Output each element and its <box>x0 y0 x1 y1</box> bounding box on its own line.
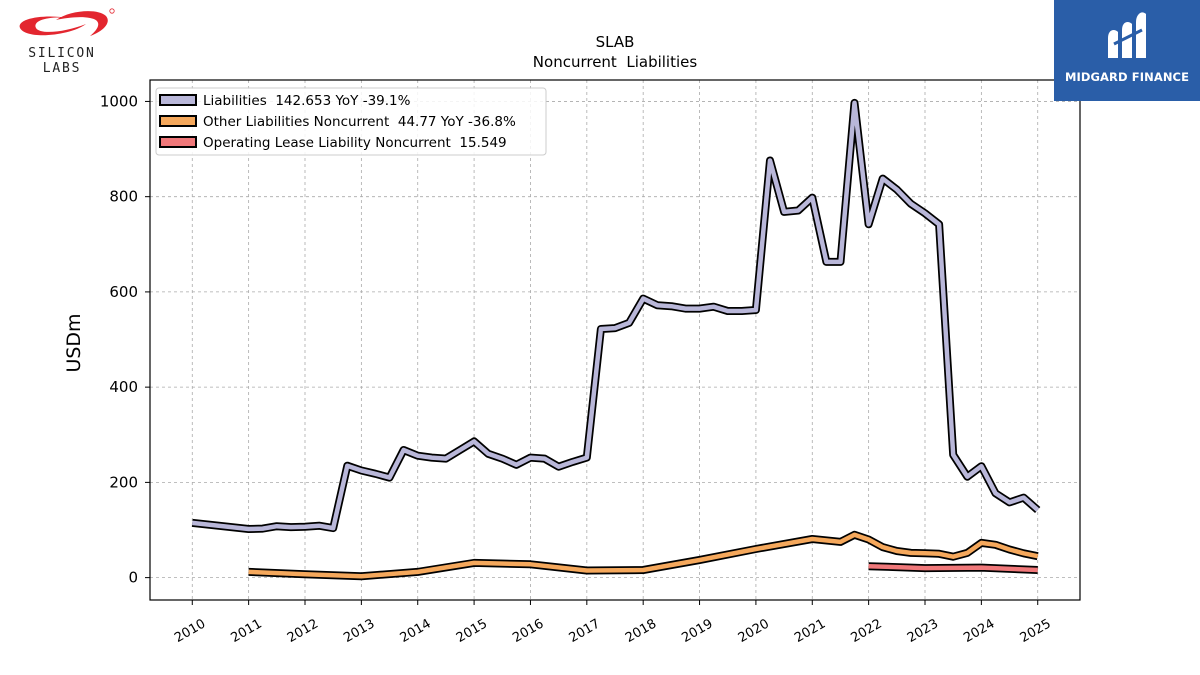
x-tick-label: 2017 <box>567 616 603 646</box>
x-tick-label: 2019 <box>679 616 715 646</box>
grid-lines <box>150 80 1080 600</box>
x-tick-label: 2023 <box>905 616 941 646</box>
silicon-labs-mark-icon <box>19 8 115 37</box>
legend-swatch <box>159 136 197 148</box>
x-tick-label: 2025 <box>1018 616 1054 646</box>
y-tick-label: 0 <box>128 569 138 587</box>
y-tick-label: 400 <box>109 378 138 396</box>
legend: Liabilities 142.653 YoY -39.1% Other Liab… <box>155 87 547 156</box>
legend-box <box>155 87 547 156</box>
x-tick-label: 2020 <box>736 616 772 646</box>
x-tick-label: 2012 <box>285 616 321 646</box>
series-line <box>248 532 1039 579</box>
x-tick-label: 2011 <box>228 616 264 646</box>
midgard-finance-wordmark: MIDGARD FINANCE <box>1064 70 1190 84</box>
x-tick-label: 2021 <box>792 616 828 646</box>
midgard-mark-icon <box>1108 12 1146 59</box>
plot-frame <box>149 79 1081 601</box>
legend-swatch <box>159 115 197 127</box>
x-tick-label: 2022 <box>848 616 884 646</box>
plot-area <box>191 98 1041 581</box>
series-line <box>192 100 1040 532</box>
legend-label: Other Liabilities Noncurrent 44.77 YoY -… <box>203 114 516 130</box>
x-tick-label: 2013 <box>341 616 377 646</box>
x-tick-label: 2016 <box>510 616 546 646</box>
y-tick-label: 200 <box>109 473 138 491</box>
series-line-outline <box>191 98 1041 533</box>
series-line <box>868 563 1038 573</box>
chart-subtitle: Noncurrent Liabilities <box>533 53 698 71</box>
x-tick-label: 2018 <box>623 616 659 646</box>
midgard-finance-logo: MIDGARD FINANCE <box>1054 0 1200 101</box>
silicon-labs-logo: SILICON LABS <box>6 6 118 76</box>
x-tick-label: 2024 <box>961 616 997 646</box>
legend-swatch <box>159 94 197 106</box>
x-tick-label: 2015 <box>454 616 490 646</box>
chart-title: SLAB <box>596 33 635 51</box>
y-tick-label: 600 <box>109 283 138 301</box>
legend-label: Operating Lease Liability Noncurrent 15.… <box>203 135 507 151</box>
y-axis-label: USDm <box>63 313 85 372</box>
y-tick-label: 1000 <box>100 92 138 110</box>
legend-label: Liabilities 142.653 YoY -39.1% <box>203 93 411 109</box>
x-tick-label: 2014 <box>398 616 434 646</box>
y-axis: 0 200 400 600 800 1000 <box>100 92 150 587</box>
y-tick-label: 800 <box>109 188 138 206</box>
silicon-labs-wordmark: SILICON LABS <box>28 46 96 76</box>
x-tick-label: 2010 <box>172 616 208 646</box>
x-axis: 2010 2011 2012 2013 2014 2015 2016 2017 2018 2019… <box>172 600 1054 646</box>
